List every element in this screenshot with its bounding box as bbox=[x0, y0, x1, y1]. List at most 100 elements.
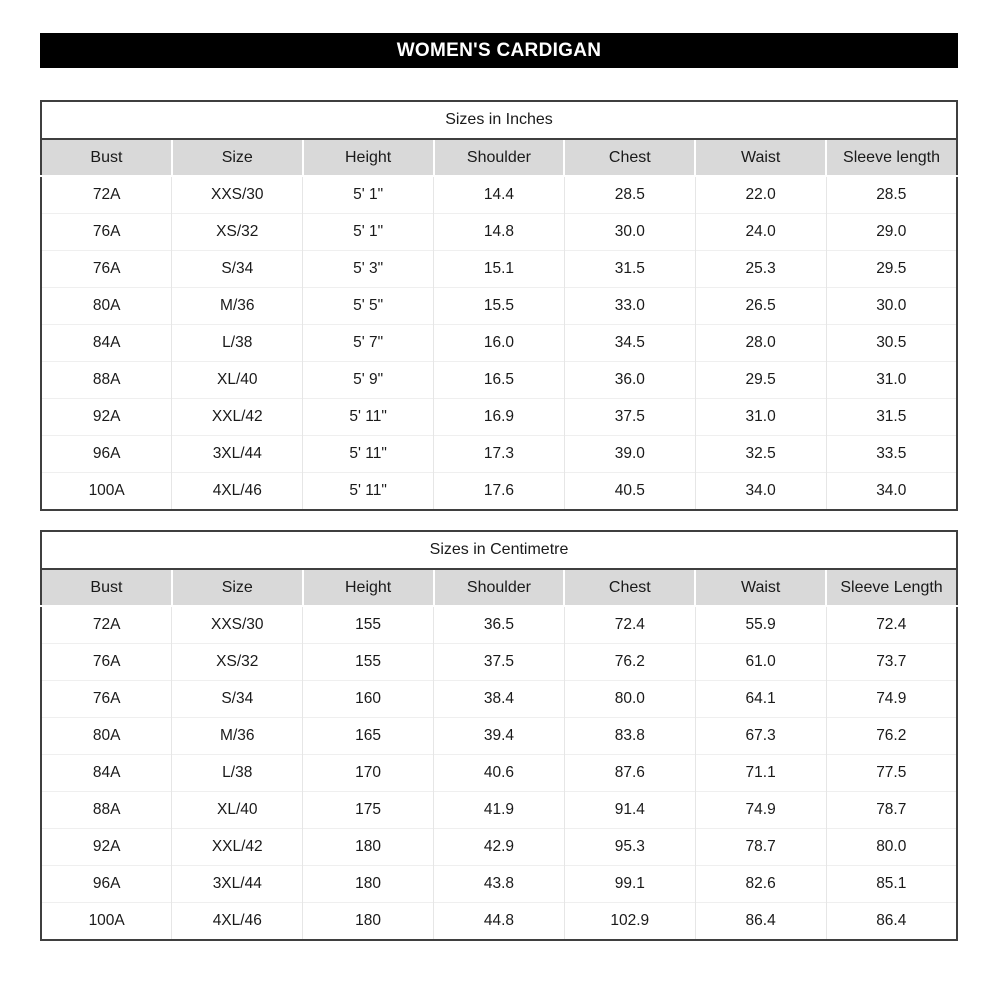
table-cell: 100A bbox=[41, 472, 172, 510]
table-cell: 61.0 bbox=[694, 643, 827, 681]
table-cell: 3XL/44 bbox=[171, 435, 303, 473]
table-cell: 77.5 bbox=[825, 754, 957, 792]
table-cell: 16.5 bbox=[433, 361, 565, 399]
table-cell: 37.5 bbox=[563, 398, 696, 436]
table-cell: 76A bbox=[41, 680, 172, 718]
table-cell: 155 bbox=[302, 643, 434, 681]
table-row: 84A L/38 5' 7" 16.0 34.5 28.0 30.5 bbox=[41, 324, 957, 362]
table-cell: 32.5 bbox=[694, 435, 827, 473]
table-cell: 15.5 bbox=[433, 287, 565, 325]
table-cell: 76A bbox=[41, 250, 172, 288]
table-cell: 29.5 bbox=[825, 250, 957, 288]
table-cell: 180 bbox=[302, 902, 434, 940]
table-cell: 82.6 bbox=[694, 865, 827, 903]
table-cell: XXS/30 bbox=[171, 176, 303, 214]
table-cell: 28.0 bbox=[694, 324, 827, 362]
table-cell: 31.0 bbox=[694, 398, 827, 436]
table-cell: 80.0 bbox=[563, 680, 696, 718]
table-cell: 36.5 bbox=[433, 606, 565, 644]
table-cell: S/34 bbox=[171, 680, 303, 718]
table-cell: 76.2 bbox=[563, 643, 696, 681]
table-cell: 72.4 bbox=[825, 606, 957, 644]
table-cell: 40.5 bbox=[563, 472, 696, 510]
table-cell: 92A bbox=[41, 828, 172, 866]
table-cell: XXL/42 bbox=[171, 398, 303, 436]
table-cell: 5' 11" bbox=[302, 472, 434, 510]
table-row: 88A XL/40 175 41.9 91.4 74.9 78.7 bbox=[41, 791, 957, 829]
table-cell: 29.0 bbox=[825, 213, 957, 251]
table-cell: 86.4 bbox=[825, 902, 957, 940]
column-header: Waist bbox=[694, 139, 827, 177]
table-cell: 4XL/46 bbox=[171, 902, 303, 940]
table-cell: 67.3 bbox=[694, 717, 827, 755]
page-title: WOMEN'S CARDIGAN bbox=[40, 33, 958, 68]
table-cell: 34.0 bbox=[825, 472, 957, 510]
table-body: 72A XXS/30 5' 1" 14.4 28.5 22.0 28.5 76A XS/32 5'… bbox=[41, 176, 957, 510]
table-row: 96A 3XL/44 5' 11" 17.3 39.0 32.5 33.5 bbox=[41, 435, 957, 473]
table-cell: 38.4 bbox=[433, 680, 565, 718]
table-cell: 76A bbox=[41, 213, 172, 251]
table-row: 92A XXL/42 180 42.9 95.3 78.7 80.0 bbox=[41, 828, 957, 866]
table-cell: 30.5 bbox=[825, 324, 957, 362]
table-cell: 16.0 bbox=[433, 324, 565, 362]
table-cell: 31.5 bbox=[563, 250, 696, 288]
table-cell: 5' 7" bbox=[302, 324, 434, 362]
column-header: Shoulder bbox=[432, 569, 565, 607]
table-cell: 74.9 bbox=[694, 791, 827, 829]
table-cell: XXL/42 bbox=[171, 828, 303, 866]
table-cell: 155 bbox=[302, 606, 434, 644]
table-cell: 33.0 bbox=[563, 287, 696, 325]
table-cell: 78.7 bbox=[825, 791, 957, 829]
column-header: Shoulder bbox=[432, 139, 565, 177]
table-cell: 83.8 bbox=[563, 717, 696, 755]
table-cell: 37.5 bbox=[433, 643, 565, 681]
table-cell: 64.1 bbox=[694, 680, 827, 718]
table-cell: 31.5 bbox=[825, 398, 957, 436]
table-cell: 30.0 bbox=[825, 287, 957, 325]
table-cell: 71.1 bbox=[694, 754, 827, 792]
table-cell: 99.1 bbox=[563, 865, 696, 903]
table-cell: 102.9 bbox=[563, 902, 696, 940]
column-header: Size bbox=[170, 139, 303, 177]
table-caption: Sizes in Centimetre bbox=[41, 531, 957, 570]
table-cell: 91.4 bbox=[563, 791, 696, 829]
table-cell: 30.0 bbox=[563, 213, 696, 251]
table-cell: XL/40 bbox=[171, 361, 303, 399]
table-row: 72A XXS/30 5' 1" 14.4 28.5 22.0 28.5 bbox=[41, 176, 957, 214]
table-cell: 100A bbox=[41, 902, 172, 940]
table-row: 76A S/34 5' 3" 15.1 31.5 25.3 29.5 bbox=[41, 250, 957, 288]
table-cell: 39.4 bbox=[433, 717, 565, 755]
table-cell: 74.9 bbox=[825, 680, 957, 718]
table-cell: 33.5 bbox=[825, 435, 957, 473]
table-cell: 14.8 bbox=[433, 213, 565, 251]
table-cell: 44.8 bbox=[433, 902, 565, 940]
table-row: 80A M/36 5' 5" 15.5 33.0 26.5 30.0 bbox=[41, 287, 957, 325]
sizes-in-centimetre-table: Sizes in Centimetre Bust Size Height Should… bbox=[40, 530, 958, 941]
table-cell: XXS/30 bbox=[171, 606, 303, 644]
table-cell: 36.0 bbox=[563, 361, 696, 399]
table-cell: 170 bbox=[302, 754, 434, 792]
table-cell: 5' 3" bbox=[302, 250, 434, 288]
table-cell: 16.9 bbox=[433, 398, 565, 436]
table-cell: 5' 11" bbox=[302, 398, 434, 436]
table-cell: 72A bbox=[92, 186, 121, 203]
table-cell: 72.4 bbox=[563, 606, 696, 644]
table-cell: L/38 bbox=[171, 754, 303, 792]
column-header: Sleeve Length bbox=[825, 569, 957, 607]
table-cell: 180 bbox=[302, 865, 434, 903]
table-cell: M/36 bbox=[171, 287, 303, 325]
column-header: Height bbox=[301, 139, 434, 177]
column-header: Height bbox=[301, 569, 434, 607]
column-header: Chest bbox=[563, 569, 696, 607]
table-caption-row: Sizes in Inches bbox=[41, 101, 957, 140]
column-header: Size bbox=[170, 569, 303, 607]
table-cell: 85.1 bbox=[825, 865, 957, 903]
table-row: 76A XS/32 155 37.5 76.2 61.0 73.7 bbox=[41, 643, 957, 681]
table-cell: 43.8 bbox=[433, 865, 565, 903]
table-caption-row: Sizes in Centimetre bbox=[41, 531, 957, 570]
table-cell: 88A bbox=[41, 791, 172, 829]
table-cell: 28.5 bbox=[825, 176, 957, 214]
table-cell: 17.3 bbox=[433, 435, 565, 473]
table-header-row: Bust Size Height Shoulder Chest Waist Sleeve L… bbox=[41, 569, 957, 607]
